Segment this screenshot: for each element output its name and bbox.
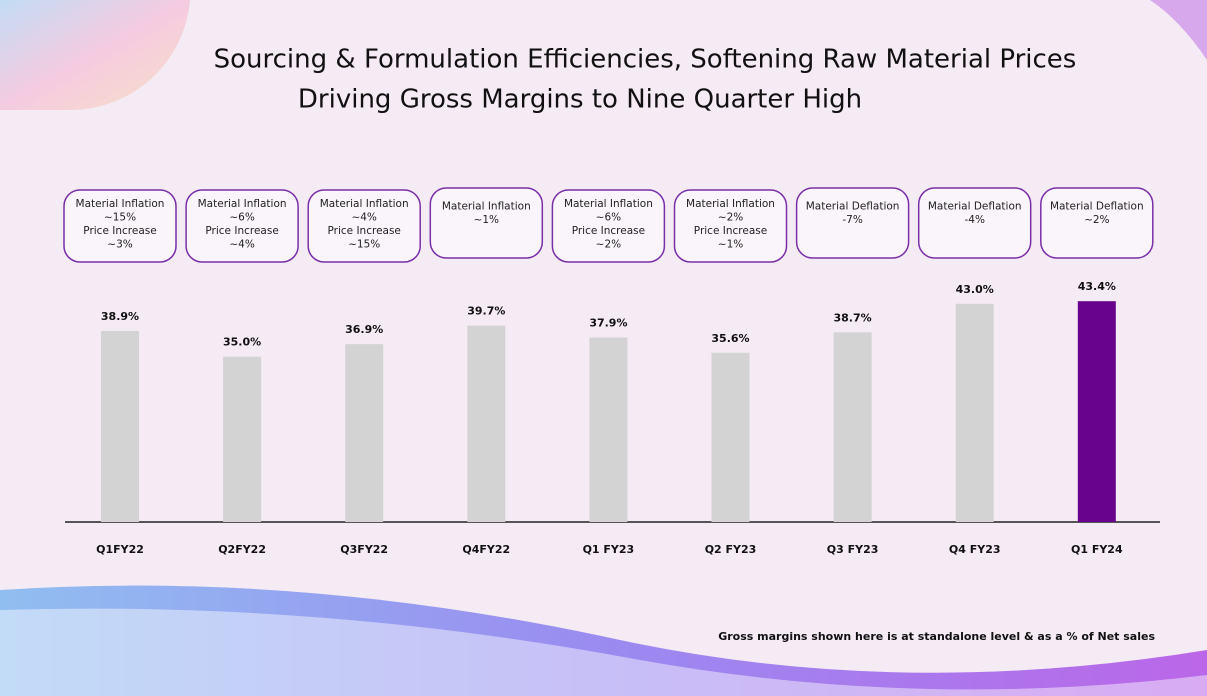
value-label: 37.9% <box>589 317 627 330</box>
bar <box>833 332 872 522</box>
annotation-box <box>185 189 299 263</box>
annotation-text: Price Increase <box>83 225 156 237</box>
annotation-box <box>307 189 421 263</box>
value-label: 43.0% <box>956 283 994 296</box>
annotation-text: ~4% <box>229 238 254 250</box>
x-tick-label: Q3FY22 <box>340 543 388 556</box>
annotation-text: ~1% <box>718 238 743 250</box>
x-tick-label: Q3 FY23 <box>827 543 879 556</box>
annotation-box <box>429 187 544 259</box>
annotation-text: ~3% <box>107 238 132 250</box>
annotation-text: ~2% <box>1084 214 1109 226</box>
annotation-box <box>795 187 910 259</box>
annotation-box <box>917 187 1032 259</box>
title-line: Sourcing & Formulation Efficiencies, Sof… <box>214 45 1077 75</box>
annotation-text: Price Increase <box>328 225 401 237</box>
annotation-text: Price Increase <box>572 225 645 237</box>
value-label: 36.9% <box>345 323 383 336</box>
title: Sourcing & Formulation Efficiencies, Sof… <box>214 45 1077 115</box>
title-line: Driving Gross Margins to Nine Quarter Hi… <box>298 85 862 115</box>
annotation-text: Price Increase <box>205 225 278 237</box>
bar <box>589 337 628 522</box>
value-label: 43.4% <box>1078 280 1116 293</box>
annotation-text: ~6% <box>229 211 254 223</box>
bar <box>101 330 139 522</box>
annotation-text: Material Inflation <box>198 198 287 210</box>
annotation-text: ~2% <box>718 211 743 223</box>
annotation-text: Material Deflation <box>806 200 900 212</box>
x-tick-label: Q4FY22 <box>462 543 510 556</box>
annotation-text: ~15% <box>348 238 380 250</box>
x-tick-label: Q2 FY23 <box>705 543 757 556</box>
value-label: 38.7% <box>834 311 872 324</box>
annotation-text: ~4% <box>351 211 376 223</box>
annotation-text: Price Increase <box>694 225 767 237</box>
annotation-text: Material Inflation <box>320 198 409 210</box>
bar <box>711 352 750 522</box>
annotation-box <box>63 189 177 263</box>
x-tick-label: Q1FY22 <box>96 543 144 556</box>
annotation-text: ~2% <box>596 238 621 250</box>
value-label: 35.0% <box>223 336 261 349</box>
value-label: 35.6% <box>711 332 749 345</box>
annotation-box <box>673 189 788 263</box>
bar <box>467 325 506 522</box>
bar <box>345 344 384 522</box>
annotation-text: Material Inflation <box>442 200 531 212</box>
x-tick-label: Q1 FY24 <box>1071 543 1123 556</box>
bar <box>955 303 994 522</box>
annotation-text: Material Deflation <box>1050 200 1144 212</box>
bar <box>1077 301 1116 522</box>
annotation-text: Material Inflation <box>564 198 653 210</box>
annotation-box <box>1040 187 1154 259</box>
annotation-text: -4% <box>964 214 984 226</box>
bar <box>223 356 262 522</box>
x-tick-label: Q4 FY23 <box>949 543 1001 556</box>
annotation-text: ~1% <box>474 214 499 226</box>
annotation-text: Material Inflation <box>686 198 775 210</box>
x-tick-label: Q2FY22 <box>218 543 266 556</box>
annotation-text: Material Inflation <box>76 198 165 210</box>
annotation-text: Material Deflation <box>928 200 1022 212</box>
footnote: Gross margins shown here is at standalon… <box>718 630 1155 643</box>
corner-decoration <box>1150 0 1207 60</box>
corner-decoration <box>0 0 190 111</box>
wave <box>0 585 1207 696</box>
annotation-text: -7% <box>842 214 862 226</box>
value-label: 38.9% <box>101 310 139 323</box>
wave <box>0 608 1207 696</box>
annotation-text: ~15% <box>104 211 136 223</box>
value-label: 39.7% <box>467 305 505 318</box>
x-tick-label: Q1 FY23 <box>583 543 635 556</box>
annotation-text: ~6% <box>596 211 621 223</box>
annotation-box <box>551 189 666 263</box>
